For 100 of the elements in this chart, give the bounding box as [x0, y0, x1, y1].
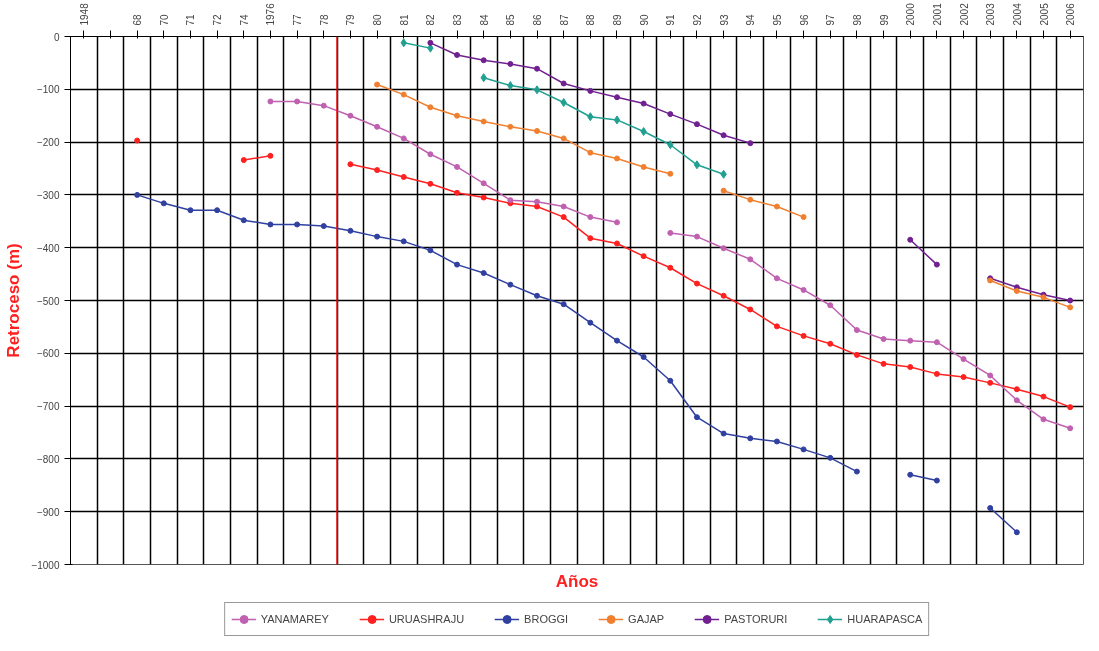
- point: [400, 91, 407, 98]
- point: [1040, 416, 1047, 423]
- point: [747, 196, 754, 203]
- point: [534, 128, 541, 135]
- point: [773, 438, 780, 445]
- point: [853, 351, 860, 358]
- x-tick-label: 83: [452, 13, 464, 26]
- x-tick-label: 87: [558, 13, 570, 26]
- point: [454, 163, 461, 170]
- point: [693, 280, 700, 287]
- point: [800, 332, 807, 339]
- point: [720, 169, 727, 179]
- point: [1067, 304, 1074, 311]
- x-tick-label: 91: [665, 13, 677, 26]
- point: [933, 339, 940, 346]
- point: [587, 319, 594, 326]
- point: [507, 281, 514, 288]
- point: [267, 221, 274, 228]
- point: [960, 356, 967, 363]
- x-tick-label: 2005: [1038, 2, 1050, 26]
- point: [720, 132, 727, 139]
- x-tick-label: 70: [158, 13, 170, 26]
- point: [267, 98, 274, 105]
- point: [320, 102, 327, 109]
- point: [773, 275, 780, 282]
- point: [400, 38, 407, 48]
- point: [240, 157, 247, 164]
- point: [427, 247, 434, 254]
- point: [534, 198, 541, 205]
- point: [667, 170, 674, 177]
- x-tick-label: 94: [745, 13, 757, 26]
- x-tick-label: 2003: [985, 2, 997, 26]
- x-tick-label: 82: [425, 13, 437, 26]
- x-axis-title: Años: [555, 571, 599, 591]
- point: [667, 140, 674, 150]
- point: [693, 121, 700, 128]
- y-tick-label: −900: [36, 506, 60, 518]
- x-tick-label: 71: [185, 13, 197, 26]
- point: [507, 81, 514, 91]
- point: [400, 135, 407, 142]
- point: [374, 123, 381, 130]
- x-tick-label: 72: [212, 13, 224, 26]
- point: [1013, 386, 1020, 393]
- point: [427, 104, 434, 111]
- y-tick-label: −800: [36, 453, 60, 465]
- x-tick-label: 1976: [265, 2, 277, 26]
- point: [587, 112, 594, 122]
- point: [560, 203, 567, 210]
- point: [720, 245, 727, 252]
- point: [853, 327, 860, 334]
- point: [454, 51, 461, 58]
- point: [960, 374, 967, 381]
- point: [1040, 393, 1047, 400]
- point: [907, 337, 914, 344]
- point: [640, 127, 647, 137]
- point: [374, 81, 381, 88]
- point: [427, 151, 434, 158]
- x-tick-label: 2004: [1011, 2, 1023, 26]
- point: [1013, 529, 1020, 536]
- point: [987, 372, 994, 379]
- point: [560, 301, 567, 308]
- point: [587, 87, 594, 94]
- point: [613, 94, 620, 101]
- point: [400, 238, 407, 245]
- point: [560, 80, 567, 87]
- point: [587, 235, 594, 242]
- point: [933, 477, 940, 484]
- point: [454, 112, 461, 119]
- point: [987, 505, 994, 511]
- point: [907, 364, 914, 371]
- point: [987, 379, 994, 386]
- point: [640, 253, 647, 260]
- point: [640, 354, 647, 360]
- point: [134, 191, 141, 198]
- x-tick-label: 86: [532, 13, 544, 26]
- point: [347, 112, 354, 119]
- y-tick-label: 0: [53, 31, 60, 43]
- point: [240, 217, 247, 224]
- point: [1013, 288, 1020, 294]
- point: [134, 137, 141, 144]
- point: [294, 221, 301, 228]
- point: [1067, 297, 1074, 304]
- x-tick-label: 96: [798, 13, 810, 26]
- point: [507, 60, 514, 67]
- point: [613, 219, 620, 226]
- x-tick-label: 2001: [931, 2, 943, 26]
- y-tick-label: −200: [36, 137, 60, 149]
- legend-label: GAJAP: [628, 613, 665, 625]
- x-tick-label: 93: [718, 13, 730, 26]
- point: [880, 360, 887, 367]
- x-tick-label: 95: [771, 13, 783, 26]
- point: [294, 98, 301, 105]
- x-tick-label: 2002: [958, 2, 970, 26]
- point: [480, 57, 487, 64]
- point: [907, 236, 914, 243]
- x-tick-label: 77: [292, 13, 304, 26]
- legend-label: PASTORURI: [724, 613, 788, 625]
- x-tick-label: 98: [851, 13, 863, 26]
- point: [747, 256, 754, 263]
- point: [907, 471, 914, 478]
